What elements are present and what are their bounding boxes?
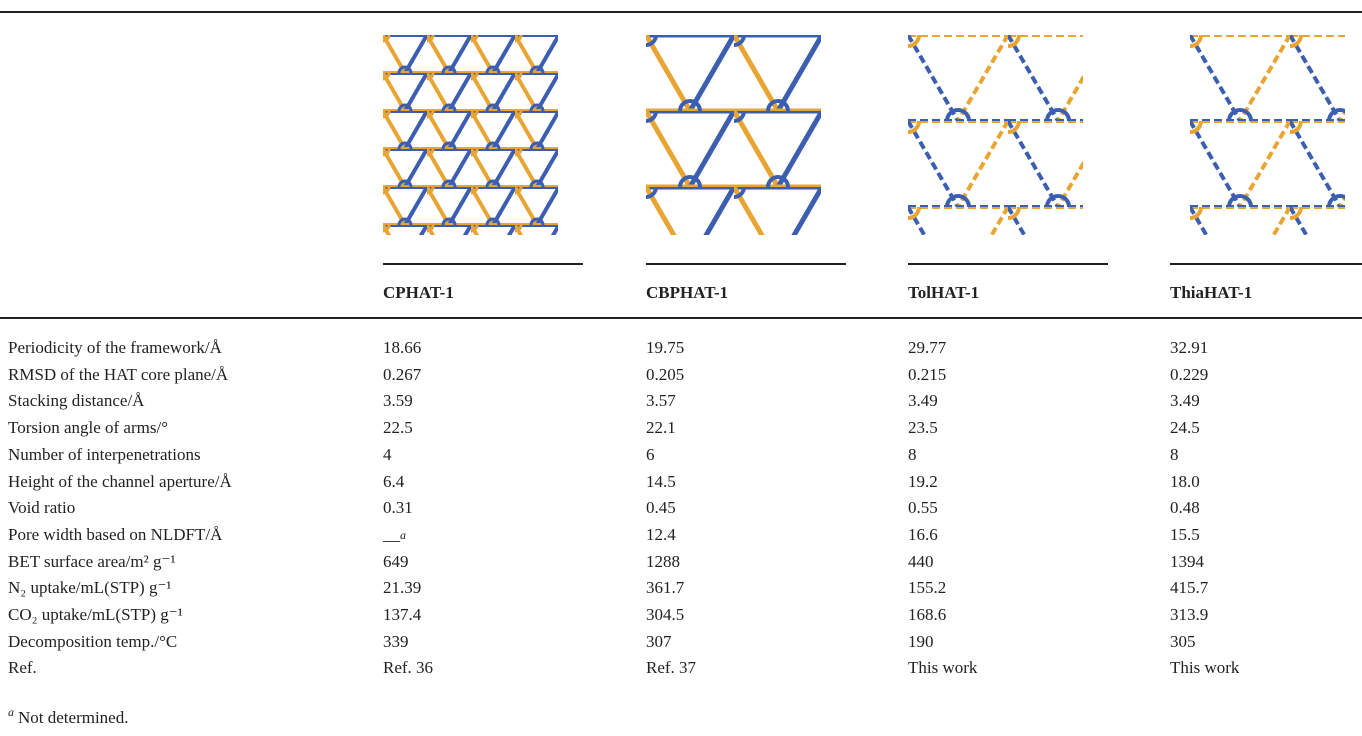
table-cell: 190 <box>908 631 934 651</box>
row-label: N₂ uptake/mL(STP) g⁻¹ <box>8 578 172 598</box>
column-header: TolHAT-1 <box>908 283 980 302</box>
table-cell: 6 <box>646 444 655 464</box>
row-label: BET surface area/m² g⁻¹ <box>8 551 176 571</box>
footnote: a Not determined. <box>8 702 128 728</box>
table-cell: 21.39 <box>383 578 422 598</box>
row-label: Void ratio <box>8 498 76 518</box>
row-label: Decomposition temp./°C <box>8 631 178 651</box>
row-label: RMSD of the HAT core plane/Å <box>8 364 229 384</box>
structure-image <box>646 35 821 235</box>
table-cell: 12.4 <box>646 524 676 544</box>
column-rule <box>383 263 583 265</box>
table-cell: 415.7 <box>1170 578 1209 598</box>
table-cell: 307 <box>646 631 672 651</box>
table-cell: Ref. 36 <box>383 658 434 678</box>
table-cell: 0.45 <box>646 498 676 518</box>
table-cell: This work <box>1170 658 1240 678</box>
table-cell: 8 <box>908 444 917 464</box>
column-rule <box>646 263 846 265</box>
row-label: Number of interpenetrations <box>8 444 201 464</box>
table-cell: 32.91 <box>1170 338 1209 357</box>
table-cell: 361.7 <box>646 578 685 598</box>
table-cell: 305 <box>1170 631 1196 651</box>
column-header: CBPHAT-1 <box>646 283 729 302</box>
table-cell: 339 <box>383 631 409 651</box>
table-cell: 440 <box>908 551 934 571</box>
table-cell: 19.2 <box>908 471 938 491</box>
row-label: Pore width based on NLDFT/Å <box>8 524 223 544</box>
structure-image <box>908 35 1083 235</box>
table-cell: 29.77 <box>908 338 947 357</box>
footnote-marker: a <box>8 705 14 719</box>
table-cell: 18.0 <box>1170 471 1200 491</box>
table-cell: 649 <box>383 551 409 571</box>
table-cell: 1394 <box>1170 551 1204 571</box>
table-cell: 313.9 <box>1170 605 1209 624</box>
table-cell: 18.66 <box>383 338 422 357</box>
table-cell: 16.6 <box>908 524 938 544</box>
structure-image <box>383 35 558 235</box>
structure-image <box>1190 35 1345 235</box>
row-label: Stacking distance/Å <box>8 391 145 411</box>
footnote-marker: a <box>400 527 406 542</box>
row-label: Height of the channel aperture/Å <box>8 471 232 491</box>
column-header: ThiaHAT-1 <box>1170 283 1253 302</box>
table-cell: 0.31 <box>383 498 413 518</box>
table-cell: 137.4 <box>383 605 422 624</box>
table-cell: 19.75 <box>646 338 685 357</box>
cell-text: — <box>383 530 400 550</box>
column-rule <box>1170 263 1362 265</box>
table-cell: 6.4 <box>383 471 405 491</box>
column-header: CPHAT-1 <box>383 283 454 302</box>
header-rule <box>0 317 1362 319</box>
column-rule <box>908 263 1108 265</box>
footnote-text: Not determined. <box>18 707 129 727</box>
table-cell: 155.2 <box>908 578 947 598</box>
table-cell: This work <box>908 658 978 678</box>
table-cell: 0.215 <box>908 364 947 384</box>
table-cell: 304.5 <box>646 605 685 624</box>
table-cell: —a <box>383 525 406 551</box>
table-cell: 168.6 <box>908 605 947 624</box>
table-cell: 22.5 <box>383 418 413 438</box>
table-cell: 3.49 <box>1170 391 1200 411</box>
table-cell: 22.1 <box>646 418 676 438</box>
table-cell: 0.48 <box>1170 498 1200 518</box>
table-cell: 8 <box>1170 444 1179 464</box>
table-cell: 0.267 <box>383 364 422 384</box>
table-cell: 3.49 <box>908 391 938 411</box>
table-cell: 1288 <box>646 551 680 571</box>
table-cell: 14.5 <box>646 471 676 491</box>
table-cell: 0.205 <box>646 364 685 384</box>
table-cell: 3.59 <box>383 391 413 411</box>
row-label: Periodicity of the framework/Å <box>8 338 222 357</box>
table-cell: 0.229 <box>1170 364 1209 384</box>
table-cell: 15.5 <box>1170 524 1200 544</box>
table-cell: 23.5 <box>908 418 938 438</box>
row-label: Torsion angle of arms/° <box>8 418 168 438</box>
table-cell: 0.55 <box>908 498 938 518</box>
row-label: CO₂ uptake/mL(STP) g⁻¹ <box>8 605 183 624</box>
table-cell: Ref. 37 <box>646 658 697 678</box>
table-cell: 3.57 <box>646 391 676 411</box>
top-rule <box>0 11 1362 13</box>
table-cell: 4 <box>383 444 392 464</box>
row-label: Ref. <box>8 658 37 678</box>
table-cell: 24.5 <box>1170 418 1200 438</box>
